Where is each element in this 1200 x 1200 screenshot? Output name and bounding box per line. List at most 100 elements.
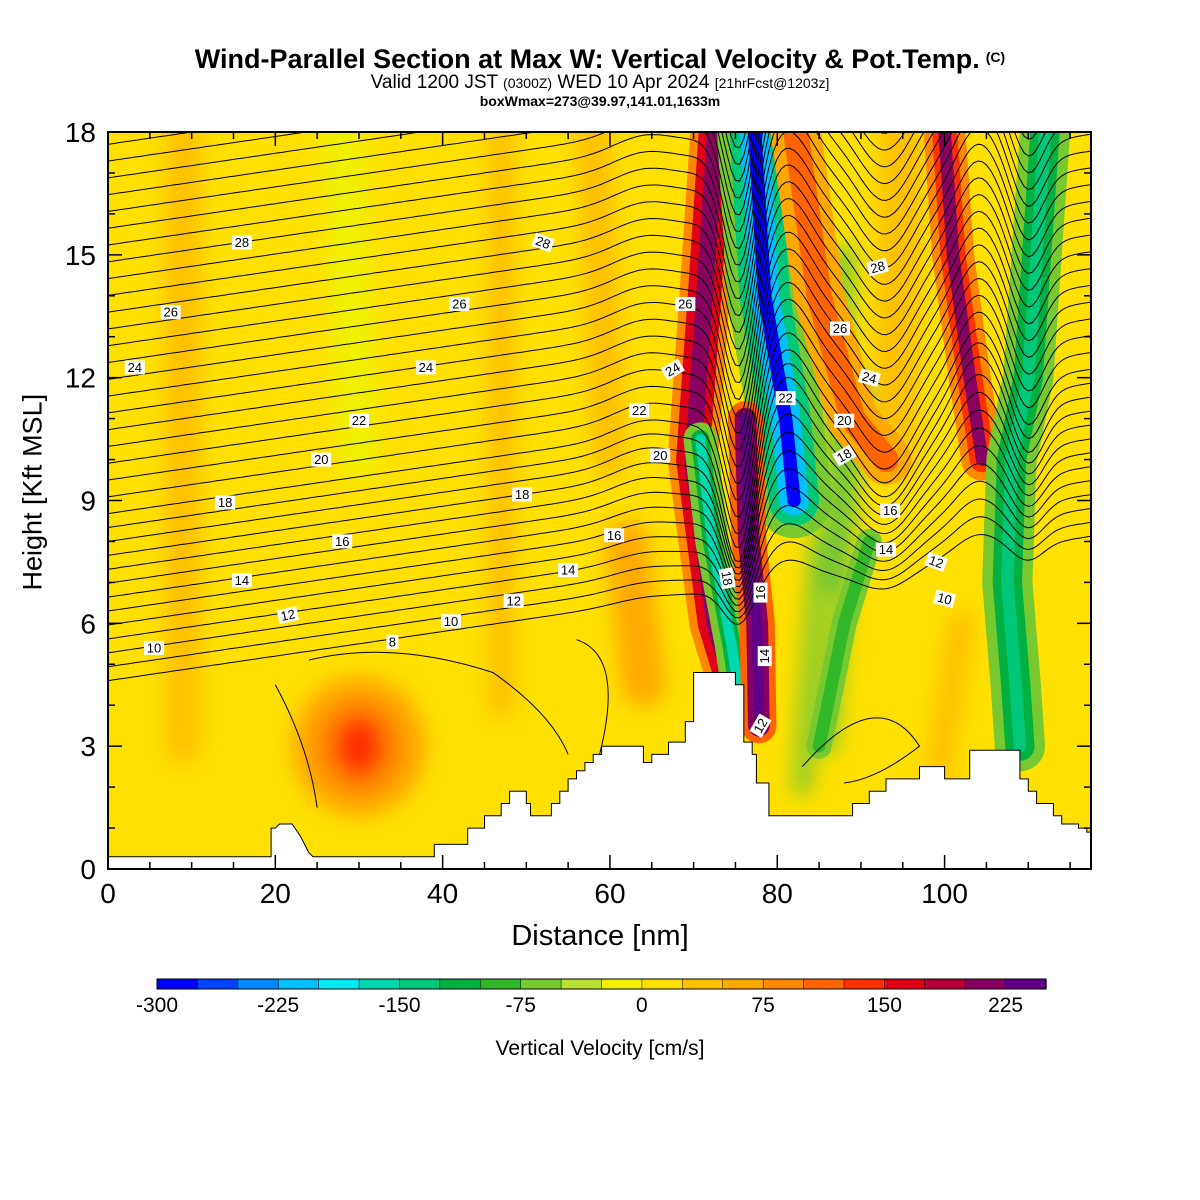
contour-label-text: 14: [561, 563, 575, 578]
contour-label-text: 18: [515, 487, 529, 502]
contour-label-box: [753, 582, 768, 603]
colorbar-swatch: [1005, 978, 1047, 990]
theta-contour-line: [108, 132, 1091, 317]
colorbar-tick-label: -150: [378, 994, 420, 1017]
theta-contour-line: [108, 132, 891, 199]
contour-label-text: 18: [218, 495, 232, 510]
contour-label-text: 16: [607, 528, 621, 543]
lee-wave-band: [783, 132, 899, 473]
contour-label-box: [332, 534, 353, 549]
theta-contour-line: [108, 244, 1091, 451]
contour-label: 8: [386, 634, 399, 649]
colorbar-tick-label: 150: [867, 994, 902, 1017]
contour-label-box: [144, 640, 164, 655]
x-tick-label: 80: [762, 878, 793, 909]
y-tick-label: 15: [65, 240, 96, 271]
contour-label-box: [718, 567, 736, 590]
contour-label: 26: [675, 297, 696, 312]
theta-contour-line: [108, 132, 906, 216]
contour-label-box: [311, 452, 332, 467]
field-band: [605, 520, 665, 706]
contour-label: 28: [866, 257, 890, 277]
field-band: [794, 533, 828, 796]
theta-contour-line: [108, 132, 1091, 300]
contour-label-text: 14: [757, 649, 772, 663]
theta-contour-line: [108, 261, 1091, 468]
theta-contour-line: [108, 160, 1091, 367]
contour-label: 16: [332, 534, 353, 549]
contour-label-box: [834, 413, 855, 428]
theta-contour-line: [108, 311, 1091, 518]
contour-label-text: 24: [860, 369, 878, 387]
y-tick-label: 9: [80, 486, 96, 517]
contour-label: 14: [231, 573, 252, 588]
contour-label-box: [415, 360, 436, 375]
contour-label: 24: [660, 358, 685, 381]
terrain-mask: [108, 672, 1091, 869]
y-tick-label: 12: [65, 363, 96, 394]
contour-label-text: 28: [235, 235, 249, 250]
contour-label-box: [757, 646, 772, 667]
contour-label-box: [675, 297, 696, 311]
contour-label-text: 16: [883, 503, 897, 518]
contour-label-box: [830, 321, 850, 336]
y-axis-label: Height [Kft MSL]: [17, 393, 48, 591]
colorbar-swatch: [722, 978, 764, 990]
theta-contour-line: [108, 498, 1091, 654]
contour-label-box: [349, 413, 369, 428]
colorbar: -300 -225 -150 -75 0 75 150 225: [136, 978, 1047, 1017]
theta-contour-line: [108, 516, 1091, 668]
contour-label-text: 10: [936, 590, 954, 608]
contour-label: 22: [775, 391, 796, 406]
theta-contour-line: [108, 480, 1091, 640]
contour-label-box: [531, 232, 555, 253]
contour-label-box: [276, 606, 300, 625]
copyright-mark: (C): [985, 49, 1006, 65]
chart-subtitle: Valid 1200 JST (0300Z) WED 10 Apr 2024 […: [370, 72, 830, 93]
contour-label: 16: [880, 503, 901, 518]
theta-contour-line: [108, 132, 1047, 266]
theta-contours: [108, 132, 1091, 808]
contour-label-text: 28: [869, 258, 887, 276]
theta-contour-line: [108, 356, 1091, 563]
contour-label-text: 10: [147, 640, 161, 655]
contour-label: 14: [876, 542, 896, 557]
theta-contour-line: [729, 132, 746, 149]
contour-label: 10: [144, 640, 164, 655]
colorbar-tick-label: 225: [988, 994, 1023, 1017]
theta-contour-line: [108, 132, 1091, 333]
contour-label-box: [650, 448, 671, 463]
contour-label: 20: [834, 413, 855, 428]
contour-label-text: 12: [927, 552, 946, 571]
theta-contour-line: [108, 409, 1091, 584]
theta-contour-line: [108, 132, 915, 233]
colorbar-swatch: [237, 978, 279, 990]
colorbar-swatch: [964, 978, 1007, 990]
y-tick-label: 0: [80, 854, 96, 885]
contour-label: 14: [757, 646, 772, 667]
contour-label-text: 16: [335, 534, 349, 549]
contour-label-text: 20: [314, 452, 328, 467]
contour-label-box: [604, 528, 625, 543]
contour-label-box: [449, 297, 470, 311]
theta-contour-line: [108, 373, 1091, 569]
contour-label: 16: [753, 582, 768, 603]
contour-label-text: 14: [235, 573, 249, 588]
field-blob: [333, 714, 385, 779]
colorbar-swatch: [924, 978, 966, 990]
theta-contour-line: [108, 177, 1091, 384]
contour-label-text: 12: [750, 716, 770, 736]
y-tick-label: 6: [80, 608, 96, 639]
contour-label-box: [215, 495, 236, 510]
colorbar-label: Vertical Velocity [cm/s]: [495, 1037, 705, 1060]
x-tick-label: 0: [100, 878, 116, 909]
contour-label-text: 26: [833, 321, 847, 336]
contour-label-text: 14: [879, 542, 893, 557]
colorbar-swatch: [480, 978, 522, 990]
contour-label-text: 24: [419, 360, 433, 375]
colorbar-swatch: [560, 978, 603, 990]
theta-contour-line: [108, 391, 1091, 575]
contour-label-box: [660, 358, 685, 381]
